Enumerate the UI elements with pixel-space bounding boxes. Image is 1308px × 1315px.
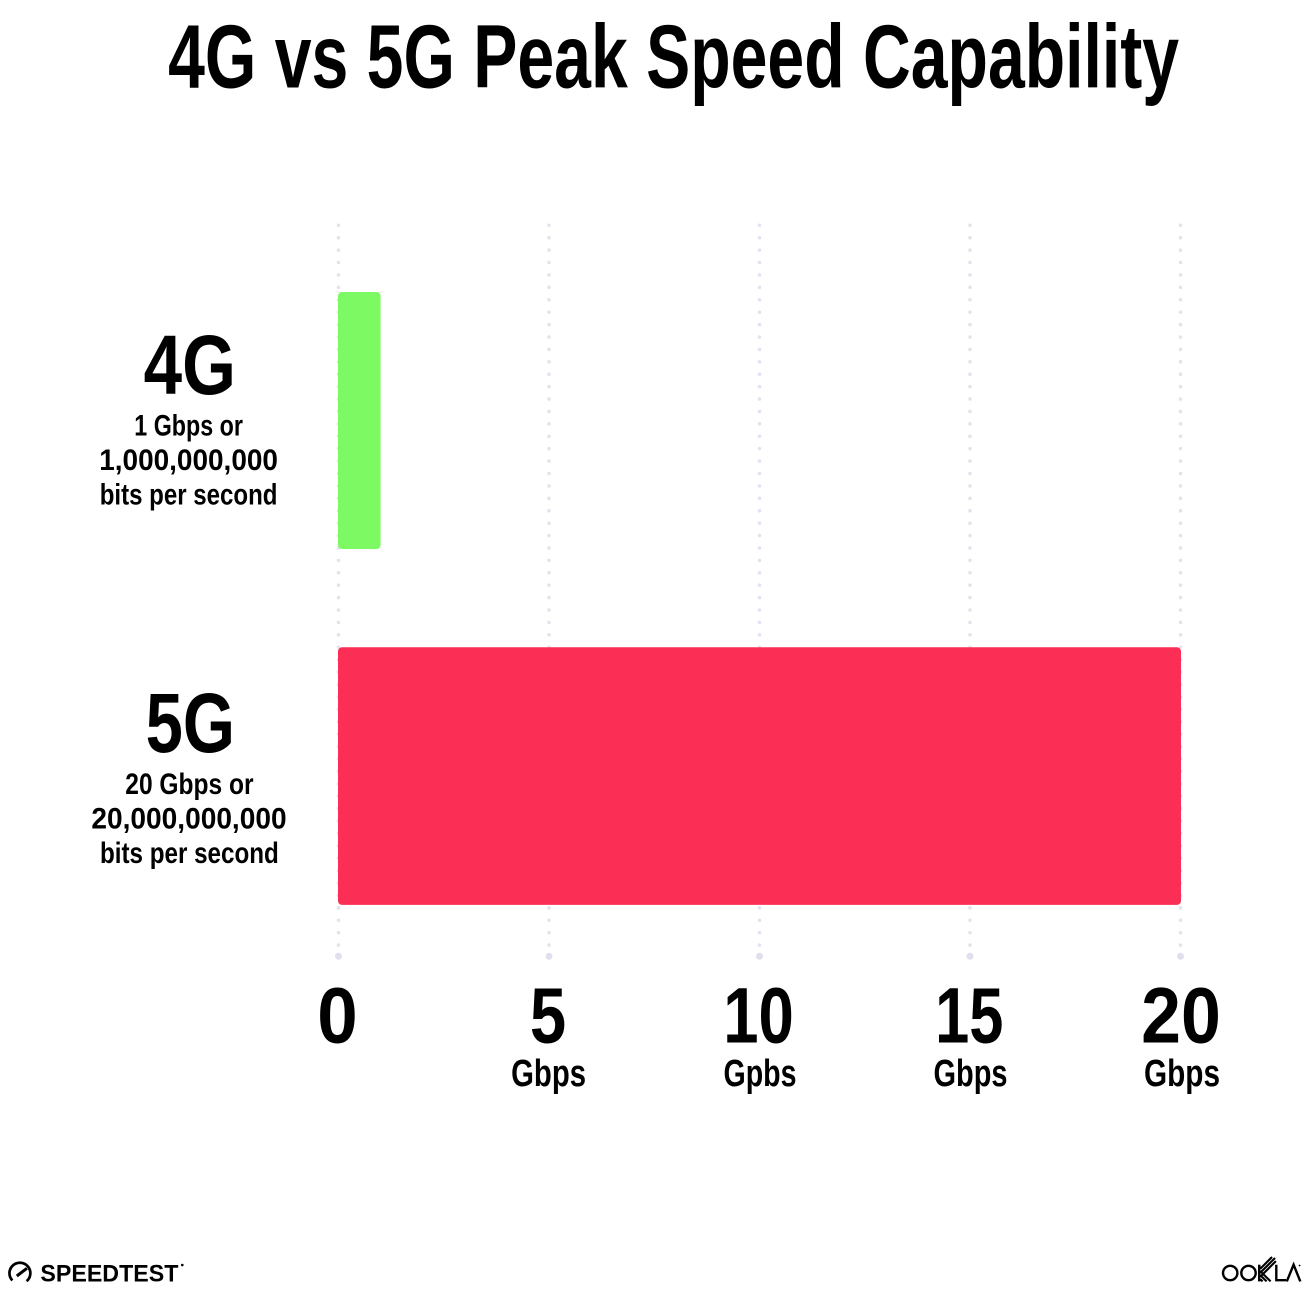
svg-text:5G: 5G bbox=[146, 675, 235, 770]
svg-text:20: 20 bbox=[1141, 972, 1221, 1060]
svg-text:1,000,000,000: 1,000,000,000 bbox=[99, 444, 278, 477]
svg-text:Gbps: Gbps bbox=[511, 1053, 586, 1095]
svg-text:1 Gbps or: 1 Gbps or bbox=[134, 410, 243, 443]
svg-text:20 Gbps or: 20 Gbps or bbox=[125, 768, 254, 801]
svg-text:Gbps: Gbps bbox=[934, 1053, 1008, 1095]
svg-text:4G: 4G bbox=[144, 317, 236, 412]
svg-text:Gbps: Gbps bbox=[1144, 1053, 1220, 1095]
svg-text:0: 0 bbox=[317, 972, 357, 1060]
svg-text:20,000,000,000: 20,000,000,000 bbox=[91, 802, 286, 835]
svg-text:bits per second: bits per second bbox=[100, 479, 278, 512]
svg-text:10: 10 bbox=[723, 972, 794, 1060]
svg-text:SPEEDTEST: SPEEDTEST bbox=[40, 1260, 178, 1287]
svg-text:bits per second: bits per second bbox=[100, 837, 279, 870]
svg-text:4G vs 5G Peak Speed Capability: 4G vs 5G Peak Speed Capability bbox=[168, 8, 1179, 108]
svg-text:Gpbs: Gpbs bbox=[724, 1053, 797, 1095]
svg-text:5: 5 bbox=[530, 972, 566, 1060]
svg-text:15: 15 bbox=[935, 972, 1003, 1060]
